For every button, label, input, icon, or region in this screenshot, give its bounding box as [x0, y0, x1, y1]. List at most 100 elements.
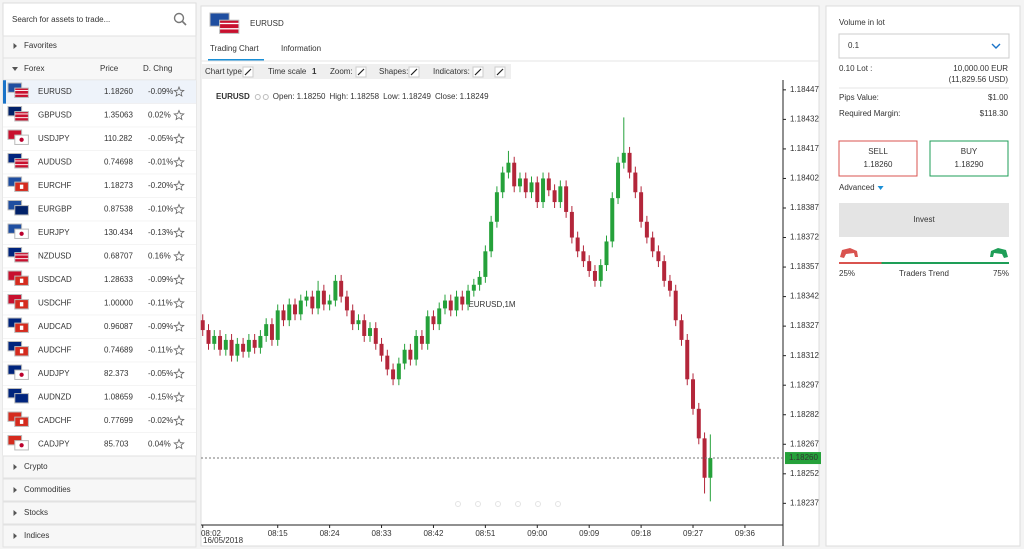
toolbar-label[interactable]: Shapes: — [379, 67, 408, 76]
candle-body — [673, 290, 678, 321]
group-label[interactable]: Indices — [24, 531, 49, 540]
pair-symbol[interactable]: NZDUSD — [38, 252, 72, 261]
group-row[interactable] — [2, 57, 197, 81]
group-row[interactable] — [2, 501, 197, 525]
group-label[interactable]: Stocks — [24, 508, 48, 517]
candle-body — [431, 316, 436, 325]
group-row[interactable] — [2, 455, 197, 479]
tab[interactable]: Trading Chart — [210, 44, 259, 53]
favorite-star[interactable] — [173, 297, 185, 309]
pair-change: -0.15% — [148, 393, 173, 402]
pair-symbol[interactable]: AUDCHF — [38, 346, 71, 355]
pair-row[interactable] — [3, 80, 196, 104]
favorite-star[interactable] — [173, 203, 185, 215]
favorite-star[interactable] — [173, 85, 185, 97]
pair-symbol[interactable]: EURCHF — [38, 181, 71, 190]
sell-price[interactable]: 1.18260 — [864, 160, 893, 169]
pair-price: 1.18273 — [104, 181, 133, 190]
group-label[interactable]: Crypto — [24, 462, 48, 471]
pair-row[interactable] — [3, 221, 196, 245]
pair-symbol[interactable]: AUDNZD — [38, 393, 72, 402]
nav-control[interactable] — [515, 501, 521, 507]
favorite-star[interactable] — [173, 344, 185, 356]
lot-label: 0.10 Lot : — [839, 64, 872, 73]
toolbar-label[interactable]: Zoom: — [330, 67, 353, 76]
pair-row[interactable] — [3, 291, 196, 316]
candle-body — [269, 324, 274, 340]
search-placeholder[interactable]: Search for assets to trade... — [12, 15, 110, 24]
favorite-star[interactable] — [173, 391, 185, 403]
favorite-star[interactable] — [173, 414, 185, 426]
pair-symbol[interactable]: CADJPY — [38, 440, 70, 449]
favorite-star[interactable] — [173, 250, 185, 262]
advanced-link[interactable]: Advanced — [839, 183, 875, 192]
favorite-star[interactable] — [173, 273, 185, 285]
pair-symbol[interactable]: USDCHF — [38, 299, 71, 308]
pair-row[interactable] — [3, 197, 196, 222]
favorite-star[interactable] — [173, 156, 185, 168]
pair-row[interactable] — [3, 127, 196, 151]
pair-row[interactable] — [3, 268, 196, 292]
invest-label[interactable]: Invest — [913, 215, 935, 224]
favorite-star[interactable] — [173, 109, 185, 121]
favorite-star[interactable] — [173, 179, 185, 191]
toolbar-label[interactable]: Indicators: — [433, 67, 470, 76]
buy-button[interactable] — [929, 140, 1009, 177]
toolbar-label[interactable]: Time scale — [268, 67, 307, 76]
candle-body — [460, 296, 465, 305]
readout-icon — [254, 94, 261, 100]
pair-row[interactable] — [3, 338, 196, 363]
pair-symbol[interactable]: EURUSD — [38, 87, 72, 96]
favorite-star[interactable] — [173, 367, 185, 379]
pair-row[interactable] — [3, 244, 196, 269]
candle-body — [616, 162, 621, 199]
pair-symbol[interactable]: AUDJPY — [38, 369, 70, 378]
pair-row[interactable] — [3, 315, 196, 339]
favorite-star[interactable] — [173, 320, 185, 332]
pair-row[interactable] — [3, 362, 196, 386]
invest-button[interactable] — [839, 203, 1009, 237]
candle-body — [339, 280, 344, 297]
group-label[interactable]: Commodities — [24, 485, 71, 494]
sell-button[interactable] — [838, 140, 918, 177]
search-box[interactable] — [2, 2, 197, 37]
group-label[interactable]: Favorites — [24, 41, 57, 50]
sell-label[interactable]: SELL — [868, 147, 888, 156]
nav-control[interactable] — [495, 501, 501, 507]
pair-symbol[interactable]: GBPUSD — [38, 111, 72, 120]
pair-row[interactable] — [3, 409, 196, 433]
pair-symbol[interactable]: EURGBP — [38, 205, 72, 214]
pair-symbol[interactable]: EURJPY — [38, 228, 70, 237]
tab[interactable]: Information — [281, 44, 321, 53]
volume-value[interactable]: 0.1 — [848, 41, 860, 50]
pair-row[interactable] — [3, 385, 196, 410]
candle-body — [200, 320, 205, 331]
pair-symbol[interactable]: CADCHF — [38, 416, 71, 425]
pair-price: 0.74689 — [104, 346, 133, 355]
pair-row[interactable] — [3, 150, 196, 175]
pair-symbol[interactable]: AUDUSD — [38, 158, 72, 167]
toolbar-label[interactable]: 1 — [312, 67, 317, 76]
pair-symbol[interactable]: AUDCAD — [38, 322, 72, 331]
buy-label[interactable]: BUY — [961, 147, 978, 156]
group-row[interactable] — [2, 478, 197, 502]
pair-row[interactable] — [3, 174, 196, 198]
favorite-star[interactable] — [173, 438, 185, 450]
group-row[interactable] — [2, 524, 197, 548]
favorite-star[interactable] — [173, 226, 185, 238]
pair-symbol[interactable]: USDJPY — [38, 134, 70, 143]
group-label[interactable]: Forex — [24, 64, 44, 73]
pair-price: 130.434 — [104, 228, 133, 237]
nav-control[interactable] — [455, 501, 461, 507]
pair-row[interactable] — [3, 103, 196, 128]
nav-control[interactable] — [535, 501, 541, 507]
pair-row[interactable] — [3, 432, 196, 457]
nav-control[interactable] — [475, 501, 481, 507]
buy-price[interactable]: 1.18290 — [955, 160, 984, 169]
toolbar-label[interactable]: Chart type: — [205, 67, 244, 76]
favorite-star[interactable] — [173, 132, 185, 144]
volume-select[interactable] — [838, 33, 1010, 59]
nav-control[interactable] — [555, 501, 561, 507]
pair-symbol[interactable]: USDCAD — [38, 275, 72, 284]
